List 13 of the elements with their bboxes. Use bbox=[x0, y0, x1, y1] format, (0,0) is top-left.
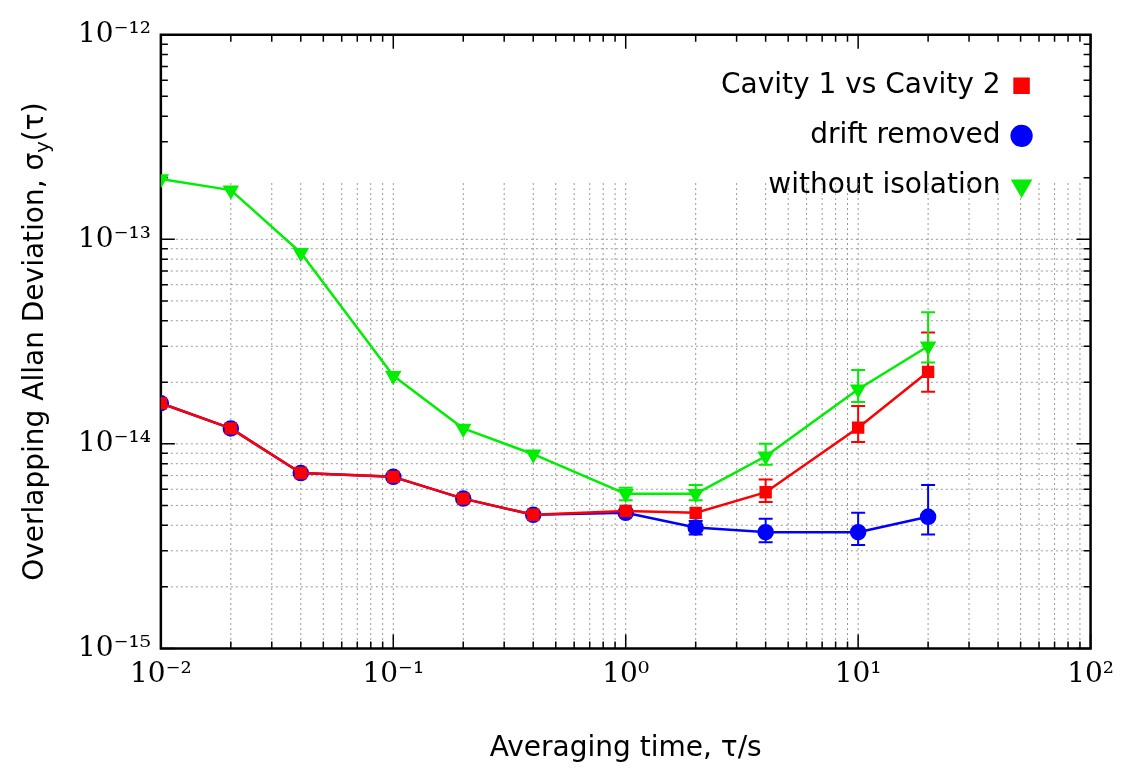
y-tick-label: 10⁻¹⁴ bbox=[78, 425, 151, 459]
x-tick-label: 10² bbox=[1067, 656, 1114, 690]
x-tick-label: 10⁻² bbox=[130, 656, 192, 690]
legend-label: without isolation bbox=[768, 167, 1001, 201]
legend-label: Cavity 1 vs Cavity 2 bbox=[720, 67, 1001, 101]
x-tick-label: 10⁻¹ bbox=[362, 656, 425, 690]
x-tick-label: 10⁰ bbox=[602, 656, 650, 690]
y-tick-label: 10⁻¹³ bbox=[78, 220, 151, 254]
x-axis-title: Averaging time, τ/s bbox=[489, 729, 762, 763]
x-tick-label: 10¹ bbox=[834, 656, 882, 690]
legend-label: drift removed bbox=[810, 117, 1001, 151]
y-axis-title: Overlapping Allan Deviation, σy(τ) bbox=[17, 102, 55, 581]
y-tick-label: 10⁻¹² bbox=[78, 16, 151, 50]
